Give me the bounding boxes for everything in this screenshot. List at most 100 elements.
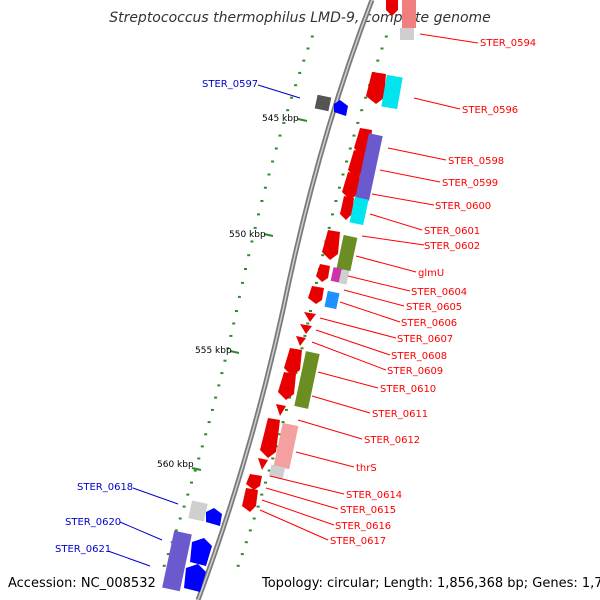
guide-dot — [162, 564, 166, 567]
gene-box-pink — [402, 0, 416, 28]
guide-dot — [306, 47, 310, 50]
gene-box-purple — [162, 530, 192, 592]
guide-dot — [240, 553, 244, 556]
labels-right: STER_0594 STER_0596 STER_0598 STER_0599 … — [330, 38, 536, 547]
guide-dot — [250, 240, 254, 243]
gene-box-darkgrey — [314, 94, 332, 112]
gene-label: STER_0612 — [364, 435, 420, 446]
gene-arrow-red — [322, 230, 340, 260]
guide-dot — [294, 372, 298, 375]
guide-dot — [352, 134, 356, 137]
guide-dot — [345, 160, 349, 163]
gene-label: STER_0620 — [65, 517, 121, 528]
gene-label: STER_0616 — [335, 521, 391, 532]
guide-dot — [237, 295, 241, 298]
guide-dot — [298, 71, 302, 74]
gene-label: STER_0618 — [77, 482, 133, 493]
gene-arrow-red — [300, 324, 312, 334]
guide-dot — [310, 35, 314, 38]
gene-label: STER_0607 — [397, 334, 453, 345]
gene-label: thrS — [356, 463, 377, 474]
guide-dot — [214, 396, 218, 399]
tick-label: 560 kbp — [157, 460, 194, 470]
guide-dot — [252, 517, 256, 520]
guide-dot — [303, 334, 307, 337]
guide-dot — [300, 347, 304, 350]
guide-dot — [309, 310, 312, 312]
guide-dot — [281, 421, 285, 424]
gene-arrow-red — [246, 474, 262, 490]
gene-arrow-red — [258, 458, 268, 470]
gene-box-grey — [400, 28, 414, 40]
guide-dot — [247, 254, 251, 257]
guide-dot — [302, 59, 306, 62]
gene-label: STER_0598 — [448, 156, 504, 167]
gene-label: STER_0621 — [55, 544, 111, 555]
guide-dot — [257, 213, 260, 216]
gene-label: STER_0604 — [411, 287, 467, 298]
gene-label: STER_0594 — [480, 38, 536, 49]
guide-dot — [290, 96, 294, 99]
guide-dot — [232, 322, 236, 325]
guide-dot — [341, 173, 345, 176]
gene-arrow-red — [308, 286, 324, 304]
map-title: Streptococcus thermophilus LMD-9, comple… — [109, 10, 491, 26]
guide-dot — [267, 173, 271, 176]
tick-555: 555 kbp — [195, 346, 240, 356]
guide-dot — [284, 408, 288, 411]
gene-label: STER_0600 — [435, 201, 491, 212]
tick-550: 550 kbp — [229, 230, 274, 240]
guide-dot — [226, 347, 230, 350]
gene-label: STER_0609 — [387, 366, 443, 377]
guide-dot — [207, 421, 211, 424]
gene-label: STER_0597 — [202, 79, 258, 90]
gene-arrow-red — [296, 336, 306, 346]
gene-arrow-red — [342, 172, 360, 200]
guide-dot — [271, 457, 275, 460]
guide-dot — [235, 310, 238, 312]
labels-left: STER_0597 STER_0618 STER_0620 STER_0621 — [55, 79, 258, 555]
gene-arrow-blue — [334, 100, 348, 116]
tick-545: 545 kbp — [262, 114, 308, 124]
guide-dot — [223, 359, 227, 362]
guide-dot — [182, 505, 186, 508]
gene-arrow-blue — [190, 538, 212, 566]
guide-dot — [166, 553, 170, 556]
gene-label: STER_0614 — [346, 490, 402, 501]
gene-label: STER_0611 — [372, 409, 428, 420]
guide-dot — [210, 408, 214, 411]
gene-features-left — [162, 94, 348, 592]
gene-label: STER_0605 — [406, 302, 462, 313]
guide-dot — [178, 517, 182, 520]
tick-label: 555 kbp — [195, 346, 232, 356]
guide-dot — [197, 457, 201, 460]
guide-dot — [256, 505, 260, 508]
guide-dot — [200, 445, 204, 448]
guide-dot — [321, 254, 325, 257]
gene-arrow-red — [276, 404, 286, 416]
gene-box-cyan — [381, 74, 403, 110]
guide-dot — [267, 469, 271, 472]
tick-560: 560 kbp — [157, 460, 202, 471]
guide-dot — [244, 268, 247, 270]
guide-dot — [306, 322, 310, 325]
guide-dot — [236, 564, 240, 567]
gene-label: STER_0617 — [330, 536, 386, 547]
guide-dot — [282, 121, 286, 124]
gene-label: STER_0615 — [340, 505, 396, 516]
gene-arrow-blue — [184, 564, 206, 592]
gene-box-skyblue — [324, 290, 340, 310]
guide-dot — [220, 372, 224, 375]
leader-lines-right — [259, 33, 479, 541]
guide-dot — [337, 186, 341, 189]
guide-dot — [174, 529, 178, 532]
guide-dot — [271, 160, 275, 163]
guide-dot — [327, 226, 331, 229]
gene-arrow-red — [260, 418, 280, 458]
guide-dot — [376, 59, 380, 62]
guide-dot — [278, 433, 282, 436]
gene-box-olive — [294, 351, 320, 409]
guide-dot — [204, 433, 208, 436]
guide-dot — [356, 121, 360, 124]
